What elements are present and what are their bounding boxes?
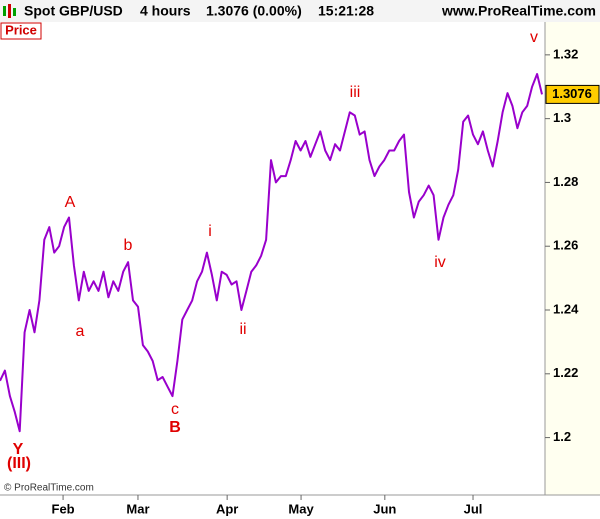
- y-tick-label: 1.26: [553, 238, 578, 253]
- y-tick-label: 1.22: [553, 365, 578, 380]
- wave-label: i: [208, 223, 212, 240]
- x-tick-label: Jun: [373, 501, 396, 516]
- panel-label-box: [0, 22, 42, 40]
- wave-label: Y: [13, 441, 24, 458]
- quote: 1.3076 (0.00%): [206, 3, 302, 19]
- x-tick-label: Feb: [52, 501, 75, 516]
- icon: [13, 8, 16, 16]
- instrument: Spot GBP/USD: [24, 3, 123, 19]
- last-price-label: 1.3076: [552, 86, 592, 101]
- x-tick-label: Apr: [216, 501, 238, 516]
- time: 15:21:28: [318, 3, 374, 19]
- x-tick-label: May: [288, 501, 314, 516]
- x-tick-label: Jul: [464, 501, 483, 516]
- y-tick-label: 1.2: [553, 429, 571, 444]
- site: www.ProRealTime.com: [441, 3, 596, 19]
- wave-label: (III): [7, 455, 31, 472]
- wave-label: a: [76, 323, 85, 340]
- wave-label: A: [65, 194, 76, 211]
- wave-label: c: [171, 401, 179, 418]
- wave-label: iv: [434, 254, 446, 271]
- x-tick-label: Mar: [126, 501, 149, 516]
- wave-label: b: [124, 237, 133, 254]
- icon: [3, 6, 6, 16]
- copyright: © ProRealTime.com: [4, 483, 94, 494]
- y-tick-label: 1.28: [553, 174, 578, 189]
- y-tick-label: 1.24: [553, 301, 579, 316]
- wave-label: v: [530, 29, 538, 46]
- y-tick-label: 1.32: [553, 46, 578, 61]
- price-line: [0, 73, 543, 433]
- wave-label: iii: [350, 84, 361, 101]
- panel-label: Price: [5, 22, 37, 37]
- timeframe: 4 hours: [140, 3, 191, 19]
- y-tick-label: 1.3: [553, 110, 571, 125]
- icon: [8, 4, 11, 18]
- last-price-box: [545, 84, 600, 104]
- wave-label: ii: [239, 321, 246, 338]
- wave-label: B: [169, 419, 181, 436]
- header-bar: [0, 0, 600, 22]
